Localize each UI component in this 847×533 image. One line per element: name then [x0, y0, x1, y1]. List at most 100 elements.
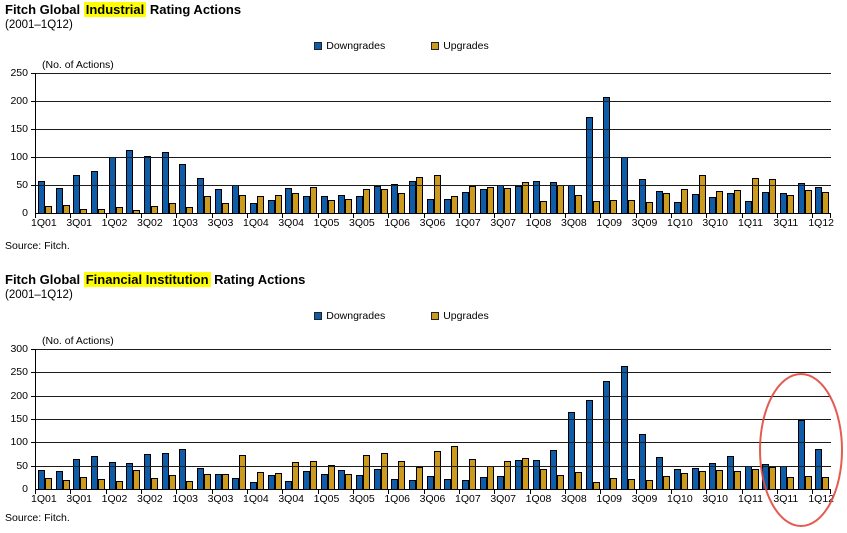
bar-upgrades-3Q10: [716, 470, 724, 489]
bar-upgrades-4Q04: [309, 461, 317, 489]
legend: Downgrades Upgrades: [35, 40, 830, 52]
bar-upgrades-1Q04: [256, 196, 264, 213]
y-tick-label-250: 250: [10, 67, 28, 79]
bar-upgrades-1Q03: [186, 207, 194, 213]
bar-downgrades-1Q11: [744, 466, 752, 489]
bar-upgrades-2Q11: [769, 179, 777, 213]
y-tick-label-50: 50: [16, 460, 28, 472]
bar-upgrades-3Q11: [787, 477, 795, 489]
bar-group-2Q11: [761, 179, 779, 213]
gridline: [36, 101, 831, 102]
x-axis-labels: 1Q01 3Q01 1Q02 3Q02 1Q03 3Q03 1Q04 3Q04 1Q05 3Q05…: [31, 217, 834, 230]
x-tick-label-3Q08: 3Q08: [560, 217, 587, 229]
bar-upgrades-2Q05: [345, 199, 353, 213]
bar-downgrades-1Q11: [744, 201, 752, 213]
bar-downgrades-4Q11: [797, 183, 805, 213]
gridline: [36, 372, 831, 373]
bar-downgrades-3Q11: [780, 193, 788, 213]
bar-group-1Q08: [531, 181, 549, 213]
bar-upgrades-4Q06: [451, 446, 459, 489]
bar-upgrades-4Q05: [380, 189, 388, 213]
y-tick: [31, 73, 35, 74]
y-tick: [31, 466, 35, 467]
bar-downgrades-1Q05: [320, 474, 328, 489]
x-tick: [423, 490, 425, 494]
bar-group-1Q06: [389, 184, 407, 213]
bar-group-1Q12: [814, 187, 832, 213]
title-highlight: Industrial: [83, 2, 147, 17]
bar-downgrades-4Q09: [656, 191, 664, 213]
x-tick: [35, 214, 36, 218]
bar-group-4Q11: [796, 420, 814, 489]
source-note: Source: Fitch.: [5, 240, 70, 252]
x-tick-label-3Q03: 3Q03: [207, 217, 234, 229]
y-axis-labels: 0 50 100 150 200 250: [0, 67, 30, 219]
bar-group-3Q09: [637, 434, 655, 489]
x-tick-label-1Q06: 1Q06: [384, 493, 410, 505]
x-tick-label-1Q01: 1Q01: [30, 493, 57, 505]
bar-group-3Q02: [142, 156, 160, 213]
bar-upgrades-4Q07: [521, 182, 529, 213]
bar-upgrades-1Q08: [539, 201, 547, 213]
bar-downgrades-3Q04: [285, 188, 293, 213]
bar-upgrades-1Q10: [681, 189, 689, 213]
bar-group-1Q10: [672, 469, 690, 489]
bar-group-1Q09: [602, 381, 620, 489]
bar-downgrades-2Q10: [691, 468, 699, 489]
bar-upgrades-4Q01: [97, 479, 105, 489]
y-tick-label-0: 0: [22, 483, 28, 495]
x-tick: [494, 214, 496, 218]
bar-group-3Q01: [71, 175, 89, 213]
bar-downgrades-2Q04: [267, 200, 275, 213]
x-tick-label-1Q08: 1Q08: [525, 493, 552, 505]
bar-upgrades-2Q05: [345, 474, 353, 489]
x-tick-label-3Q05: 3Q05: [348, 217, 375, 229]
bar-downgrades-2Q07: [479, 477, 487, 489]
x-tick: [282, 490, 284, 494]
bar-upgrades-2Q01: [62, 480, 70, 489]
bar-downgrades-1Q04: [249, 482, 257, 489]
x-tick: [246, 490, 248, 494]
x-tick-label-1Q02: 1Q02: [101, 493, 128, 505]
bar-upgrades-4Q07: [521, 458, 529, 489]
gridline: [36, 157, 831, 158]
bar-group-4Q04: [301, 187, 319, 213]
bar-upgrades-4Q10: [734, 471, 742, 489]
bar-downgrades-2Q02: [126, 463, 134, 489]
bar-downgrades-1Q02: [108, 462, 116, 489]
y-tick: [31, 185, 35, 186]
x-tick-label-3Q02: 3Q02: [136, 217, 163, 229]
bar-upgrades-4Q03: [239, 455, 247, 489]
y-tick: [31, 396, 35, 397]
bar-upgrades-1Q06: [398, 193, 406, 213]
bar-group-1Q05: [319, 196, 337, 213]
bar-upgrades-1Q04: [256, 472, 264, 489]
bar-upgrades-3Q02: [150, 206, 158, 213]
bar-downgrades-3Q09: [638, 434, 646, 489]
gridline: [36, 185, 831, 186]
x-tick: [353, 214, 354, 218]
bar-group-2Q08: [548, 182, 566, 213]
gridline: [36, 466, 831, 467]
bar-group-1Q06: [389, 461, 407, 489]
bar-upgrades-2Q02: [133, 470, 141, 489]
x-tick: [282, 214, 284, 218]
bar-downgrades-2Q11: [762, 464, 770, 489]
x-tick: [564, 490, 566, 494]
y-tick: [31, 129, 35, 130]
x-tick-label-1Q05: 1Q05: [313, 493, 340, 505]
upgrades-swatch-icon: [431, 312, 440, 320]
bar-downgrades-4Q07: [514, 186, 522, 213]
y-tick-label-0: 0: [22, 207, 28, 219]
bar-downgrades-2Q01: [55, 188, 63, 213]
title-post: Rating Actions: [210, 272, 306, 287]
x-tick-label-1Q09: 1Q09: [596, 217, 622, 229]
bar-downgrades-2Q03: [196, 178, 204, 213]
bar-group-1Q09: [602, 97, 620, 213]
bar-downgrades-1Q12: [815, 449, 823, 489]
bar-downgrades-3Q02: [143, 454, 151, 489]
x-tick-label-1Q02: 1Q02: [101, 217, 128, 229]
bar-downgrades-1Q01: [37, 470, 45, 489]
bar-downgrades-3Q08: [567, 412, 575, 489]
bar-group-4Q04: [301, 461, 319, 489]
